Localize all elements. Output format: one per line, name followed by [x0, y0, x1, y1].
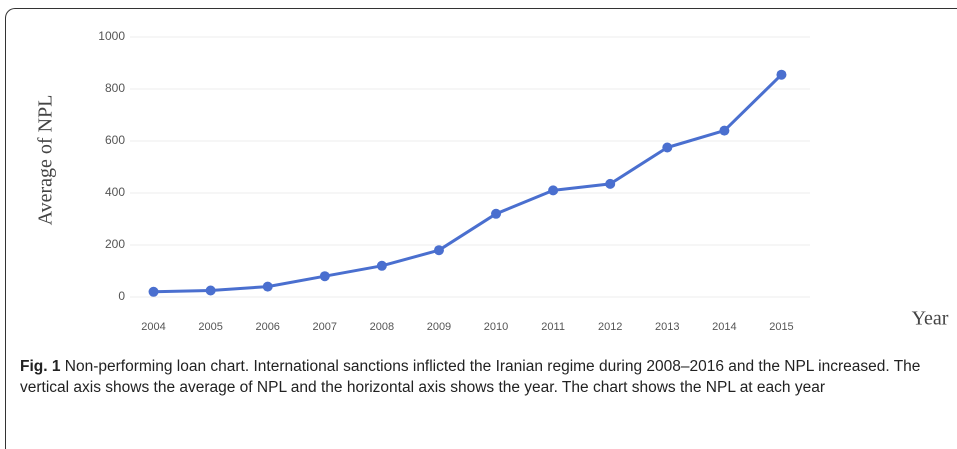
x-tick-label: 2011: [541, 321, 565, 333]
chart: Average of NPL Year 0 200 400 600 800 1000 200…: [35, 29, 949, 333]
y-tick-label: 800: [105, 81, 125, 95]
x-tick-label: 2007: [313, 321, 337, 333]
point: [776, 69, 787, 80]
point: [262, 281, 273, 292]
point: [319, 271, 330, 282]
x-tick-label: 2005: [198, 321, 222, 333]
y-axis-label: Average of NPL: [35, 95, 57, 226]
x-tick-label: 2004: [141, 321, 165, 333]
x-tick-label: 2008: [370, 321, 394, 333]
point: [433, 245, 444, 256]
point: [662, 142, 673, 153]
caption: Fig. 1 Non-performing loan chart. Intern…: [20, 356, 950, 398]
caption-label: Fig. 1: [20, 358, 61, 375]
x-tick-label: 2015: [769, 321, 793, 333]
y-tick-label: 0: [118, 289, 125, 303]
point: [605, 178, 616, 189]
point: [148, 286, 159, 297]
page: Average of NPL Year 0 200 400 600 800 1000 200…: [5, 8, 957, 449]
x-tick-label: 2009: [427, 321, 451, 333]
x-tick-label: 2013: [655, 321, 679, 333]
figure-frame: [5, 8, 957, 449]
y-tick-label: 1000: [98, 29, 125, 43]
point: [548, 185, 559, 196]
point: [491, 208, 502, 219]
point: [719, 125, 730, 136]
caption-text: Non-performing loan chart. International…: [20, 358, 921, 396]
x-tick-label: 2006: [255, 321, 279, 333]
y-tick-label: 400: [105, 185, 125, 199]
y-tick-label: 200: [105, 237, 125, 251]
x-tick-label: 2010: [484, 321, 508, 333]
point: [205, 285, 216, 296]
x-tick-label: 2014: [712, 321, 736, 333]
x-axis-label: Year: [912, 308, 949, 330]
line: [153, 73, 783, 294]
point: [376, 260, 387, 271]
x-tick-label: 2012: [598, 321, 622, 333]
y-tick-label: 600: [105, 133, 125, 147]
